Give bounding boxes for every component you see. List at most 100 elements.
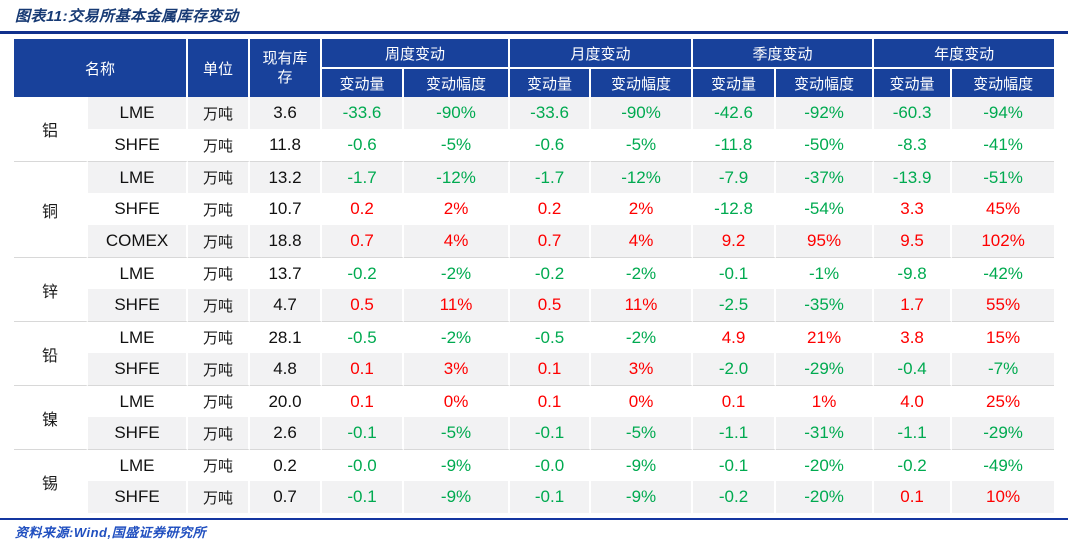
title-divider (0, 31, 1068, 34)
change-value-cell: -2.0 (693, 353, 777, 385)
col-header-unit: 单位 (188, 39, 251, 97)
col-subheader-year-amount: 变动量 (874, 69, 953, 97)
change-value-cell: -35% (776, 289, 875, 321)
col-header-month-change: 月度变动 (510, 39, 694, 69)
change-value-cell: -0.2 (322, 257, 405, 289)
change-value-cell: -0.0 (322, 449, 405, 481)
change-value-cell: 4% (591, 225, 694, 257)
change-value-cell: 0.5 (322, 289, 405, 321)
table-row: 铜 LME 万吨 13.2 -1.7 -12% -1.7 -12% -7.9 -37% -13.9-… (14, 161, 1055, 257)
change-value-cell: 55% (952, 289, 1055, 321)
inventory-table: 名称 单位 现有库存 周度变动 月度变动 季度变动 年度变动 变动量 变动幅度 … (14, 39, 1055, 513)
change-value-cell: -20% (776, 449, 875, 481)
change-value-cell: -1.7 (322, 161, 405, 193)
change-value-cell: -0.2 (510, 257, 592, 289)
change-value-cell: 0% (591, 385, 694, 417)
table-row: 铝 LME 万吨 3.6 -33.6 -90% -33.6 -90% -42.6 -92% -60.… (14, 97, 1055, 161)
change-value-cell: -49% (952, 449, 1055, 481)
source-note: 资料来源:Wind,国盛证券研究所 (15, 525, 207, 540)
change-value-cell: 9.2 (693, 225, 777, 257)
unit-cell: 万吨 (188, 385, 251, 417)
change-value-cell: 4.9 (693, 321, 777, 353)
inventory-cell: 0.2 (250, 449, 323, 481)
change-value-cell: -11.8 (693, 129, 777, 161)
change-value-cell: 0.7 (322, 225, 405, 257)
change-value-cell: 0.1 (874, 481, 953, 513)
change-value-cell: 0.7 (510, 225, 592, 257)
change-value-cell: -9% (404, 449, 511, 481)
change-value-cell: 45% (986, 199, 1021, 218)
change-value-cell: -29% (952, 417, 1055, 449)
unit-cell: 万吨 (188, 289, 251, 321)
change-value-cell: -41% (983, 135, 1023, 154)
col-header-name: 名称 (14, 39, 189, 97)
table-row: SHFE 万吨 0.7 -0.1 -9% -0.1 -9% -0.2 -20% 0.1 10% (14, 481, 1055, 513)
change-value-cell: -0.4 (874, 353, 953, 385)
change-value-cell: 0.2 (322, 193, 405, 225)
table-row: SHFE 万吨 11.8 -0.6 -5% -0.6 -5% -11.8 -50% -8.3 -41… (14, 129, 1054, 161)
table-row: COMEX 万吨 18.8 0.7 4% 0.7 4% 9.2 95% 9.5 102% (14, 225, 1055, 257)
change-value-cell: -0.6 (322, 129, 405, 161)
change-value-cell: -2% (591, 257, 694, 289)
col-subheader-quarter-amount: 变动量 (693, 69, 777, 97)
table-row: 铅 LME 万吨 28.1 -0.5 -2% -0.5 -2% 4.9 21% 3.8 15% (14, 321, 1055, 385)
change-value-cell: -7% (952, 353, 1055, 385)
exchange-cell: LME (88, 385, 189, 417)
change-value-cell: 0.1 (322, 353, 405, 385)
metal-name-cell: 铜 (14, 161, 88, 257)
table-row: 镍 LME 万吨 20.0 0.1 0% 0.1 0% 0.1 1% 4.0 25% (14, 385, 1055, 449)
change-value-cell: -90% (591, 97, 694, 129)
exchange-cell: SHFE (88, 417, 189, 449)
metal-name-cell: 锌 (14, 257, 88, 321)
inventory-cell: 4.7 (250, 289, 323, 321)
change-value-cell: -42% (952, 257, 1055, 289)
change-value-cell: 3.3 (874, 193, 953, 225)
change-value-cell: -60.3 (874, 97, 953, 129)
table-row: SHFE 万吨 4.8 0.1 3% 0.1 3% -2.0 -29% -0.4 -7% (14, 353, 1055, 385)
inventory-cell: 2.6 (250, 417, 323, 449)
exchange-cell: SHFE (88, 193, 189, 225)
exchange-cell: SHFE (88, 129, 189, 161)
change-value-cell: 11% (591, 289, 694, 321)
unit-cell: 万吨 (188, 97, 251, 129)
inventory-cell: 13.7 (250, 257, 323, 289)
unit-cell: 万吨 (188, 225, 251, 257)
exchange-cell: LME (88, 257, 189, 289)
inventory-cell: 10.7 (250, 193, 323, 225)
change-value-cell: 3% (591, 353, 694, 385)
change-value-cell: -54% (776, 193, 875, 225)
change-value-cell: 1.7 (874, 289, 953, 321)
change-value-cell: 0.2 (510, 193, 592, 225)
change-value-cell: -13.9 (874, 161, 953, 193)
exchange-cell: LME (88, 321, 189, 353)
change-value-cell: -5% (404, 129, 511, 161)
change-value-cell: -5% (591, 417, 694, 449)
change-value-cell: 102% (952, 225, 1055, 257)
change-value-cell: -1.1 (693, 417, 777, 449)
change-value-cell: -8.3 (874, 129, 953, 161)
change-value-cell: 3.8 (874, 321, 953, 353)
change-value-cell: 0.1 (510, 353, 592, 385)
change-value-cell: 3% (404, 353, 511, 385)
change-value-cell: -12% (404, 161, 511, 193)
change-value-cell: 2% (404, 193, 511, 225)
change-value-cell: -0.1 (693, 449, 777, 481)
change-value-cell: -0.5 (322, 321, 405, 353)
change-value-cell: 0% (404, 385, 511, 417)
col-header-inventory: 现有库存 (250, 39, 323, 97)
change-value-cell: 4.0 (874, 385, 953, 417)
table-row: 锌 LME 万吨 13.7 -0.2 -2% -0.2 -2% -0.1 -1% -9.8 -42% (14, 257, 1055, 321)
change-value-cell: -1.1 (874, 417, 953, 449)
change-value-cell: -2% (404, 257, 511, 289)
change-value-cell: 4% (404, 225, 511, 257)
inventory-cell: 28.1 (250, 321, 323, 353)
change-value-cell: -51% (952, 161, 1055, 193)
change-value-cell: -0.1 (322, 481, 405, 513)
change-value-cell: -0.2 (693, 481, 777, 513)
metal-name-cell: 铅 (14, 321, 88, 385)
change-value-cell: 10% (952, 481, 1055, 513)
table-row: 锡 LME 万吨 0.2 -0.0 -9% -0.0 -9% -0.1 -20% -0.2 -49% (14, 449, 1055, 513)
col-subheader-week-amount: 变动量 (322, 69, 405, 97)
change-value-cell: -33.6 (322, 97, 405, 129)
table-row: SHFE 万吨 2.6 -0.1 -5% -0.1 -5% -1.1 -31% -1.1 -29% (14, 417, 1055, 449)
